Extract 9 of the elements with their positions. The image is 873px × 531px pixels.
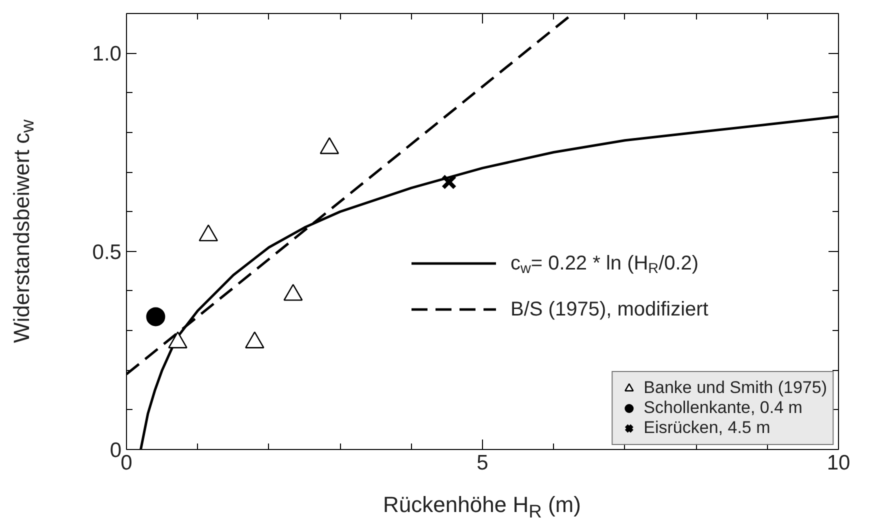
y-tick-label: 1.0: [92, 42, 122, 66]
x-axis-title: Rückenhöhe H$_{R}$ (m): [383, 491, 581, 524]
legend-label: Schollenkante, 0.4 m: [644, 398, 802, 418]
x-tick-label: 5: [476, 452, 488, 474]
y-tick-label: 0.5: [92, 240, 122, 264]
legend-label: Eisrücken, 4.5 m: [644, 418, 770, 438]
legend-label: B/S (1975), modifiziert: [510, 298, 709, 320]
legend-label: Banke und Smith (1975): [644, 378, 827, 398]
x-tick-label: 10: [826, 452, 850, 474]
